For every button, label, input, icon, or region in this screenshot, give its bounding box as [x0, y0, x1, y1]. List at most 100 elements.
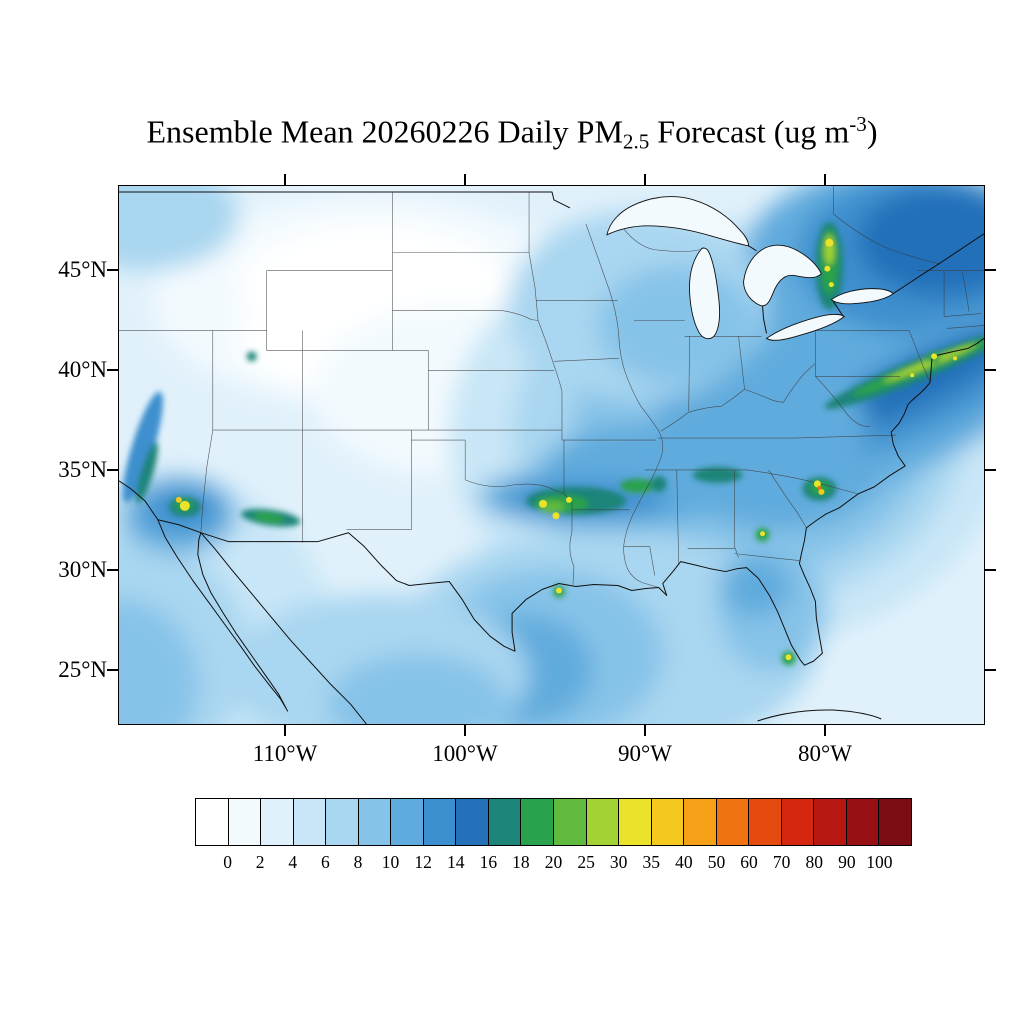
lon-tick-label: 100°W — [432, 741, 498, 766]
lon-axis-tick-bottom — [824, 725, 826, 736]
title-text: Ensemble Mean 20260226 Daily PM — [146, 113, 623, 150]
pm-hotspot-layer — [175, 238, 958, 661]
lakes — [606, 196, 894, 341]
title-middle: Forecast (ug m — [649, 113, 850, 150]
lat-axis-tick-left — [107, 469, 118, 471]
colorbar — [195, 798, 912, 846]
carolina-coast-hotspot-core — [817, 485, 822, 490]
lon-axis-tick-top — [644, 174, 646, 185]
colorbar-tick-label: 20 — [544, 852, 563, 872]
colorbar-cell-4 — [325, 799, 358, 845]
lat-axis-tick-right — [985, 469, 996, 471]
colorbar-tick-label: 4 — [288, 852, 298, 872]
colorbar-tick-label: 35 — [642, 852, 661, 872]
colorbar-tick-label: 50 — [707, 852, 726, 872]
south-georgia-hotspot — [760, 531, 766, 537]
lat-axis-tick-left — [107, 269, 118, 271]
colorbar-tick-label: 16 — [479, 852, 498, 872]
lat-tick-label: 30°N — [58, 557, 107, 582]
plot-title: Ensemble Mean 20260226 Daily PM2.5 Forec… — [0, 112, 1024, 155]
title-suffix: ) — [866, 113, 878, 150]
houston-hotspot — [555, 587, 562, 594]
lat-tick-label: 45°N — [58, 257, 107, 282]
lat-axis-tick-left — [107, 369, 118, 371]
colorbar-cell-8 — [455, 799, 488, 845]
colorbar-cell-20 — [845, 799, 879, 845]
colorbar-cell-7 — [422, 799, 456, 845]
st-lawrence-plume-core-3 — [828, 282, 834, 288]
colorbar-cell-9 — [487, 799, 521, 845]
lon-axis-tick-top — [824, 174, 826, 185]
colorbar-cell-18 — [780, 799, 814, 845]
lon-axis-tick-top — [284, 174, 286, 185]
colorbar-tick-label: 8 — [353, 852, 363, 872]
colorbar-cell-6 — [390, 799, 423, 845]
colorbar-tick-label: 70 — [772, 852, 791, 872]
cuba-coastline — [757, 709, 882, 722]
lat-axis-tick-right — [985, 269, 996, 271]
pm-forecast-map — [119, 186, 984, 724]
colorbar-cell-1 — [227, 799, 261, 845]
colorbar-tick-label: 80 — [805, 852, 823, 872]
us-mexico-border — [157, 519, 516, 652]
colorbar-cells — [196, 799, 912, 845]
colorbar-tick-label: 6 — [320, 852, 330, 872]
lon-axis-tick-bottom — [464, 725, 466, 736]
st-lawrence-plume-core-2 — [824, 265, 831, 272]
colorbar-tick-label: 14 — [446, 852, 465, 872]
coastlines-and-national-borders — [119, 191, 984, 724]
socal-imperial-hotspot-2 — [175, 496, 182, 503]
colorbar-tick-label: 10 — [381, 852, 400, 872]
lake-superior — [606, 196, 749, 247]
lon-axis-tick-top — [464, 174, 466, 185]
colorbar-cell-16 — [715, 799, 749, 845]
lat-tick-label: 25°N — [58, 657, 107, 682]
colorbar-cell-3 — [292, 799, 326, 845]
lat-axis-tick-right — [985, 369, 996, 371]
lat-axis-tick-left — [107, 569, 118, 571]
lat-tick-label: 40°N — [58, 357, 107, 382]
colorbar-tick-label: 60 — [740, 852, 758, 872]
colorbar-cell-15 — [683, 799, 716, 845]
pm-concentration-wash-layer — [119, 186, 984, 724]
pm-plume-layer — [123, 221, 984, 666]
colorbar-tick-label: 30 — [609, 852, 628, 872]
colorbar-tick-label: 0 — [223, 852, 232, 872]
gulf-atlantic-coastline — [511, 338, 984, 666]
socal-imperial-hotspot — [179, 500, 190, 511]
lat-axis-tick-left — [107, 669, 118, 671]
colorbar-cell-11 — [553, 799, 586, 845]
lon-tick-label: 80°W — [798, 741, 852, 766]
lat-axis-tick-right — [985, 569, 996, 571]
atlantic-streak-speck-2 — [910, 373, 915, 378]
lat-axis-tick-right — [985, 669, 996, 671]
carolina-coast-hotspot-2 — [818, 488, 825, 495]
lake-erie — [765, 313, 846, 341]
ozarks-hotspot-2 — [552, 512, 560, 520]
colorbar-cell-14 — [650, 799, 684, 845]
carolina-coast-hotspot-1 — [813, 480, 821, 488]
colorbar-cell-12 — [585, 799, 619, 845]
colorbar-cell-17 — [748, 799, 781, 845]
colorbar-cell-0 — [196, 799, 228, 845]
colorbar-cell-13 — [618, 799, 651, 845]
us-canada-border — [119, 191, 984, 334]
new-york-area-hotspot — [931, 353, 938, 360]
lake-ontario — [830, 288, 894, 305]
state-borders — [119, 186, 984, 588]
colorbar-cell-10 — [520, 799, 554, 845]
colorbar-tick-label: 40 — [675, 852, 693, 872]
colorbar-cell-2 — [260, 799, 293, 845]
title-subscript: 2.5 — [622, 129, 650, 154]
colorbar-tick-label: 90 — [838, 852, 856, 872]
colorbar-tick-label: 25 — [577, 852, 595, 872]
st-lawrence-plume-core-1 — [825, 238, 834, 247]
lake-michigan — [689, 247, 720, 340]
colorbar-cell-21 — [878, 799, 912, 845]
colorbar-tick-label: 2 — [255, 852, 265, 872]
pacific-mexico-coastline — [119, 480, 367, 724]
colorbar-tick-label: 100 — [866, 852, 893, 872]
lon-tick-label: 110°W — [252, 741, 318, 766]
atlantic-streak-speck-1 — [953, 356, 958, 361]
